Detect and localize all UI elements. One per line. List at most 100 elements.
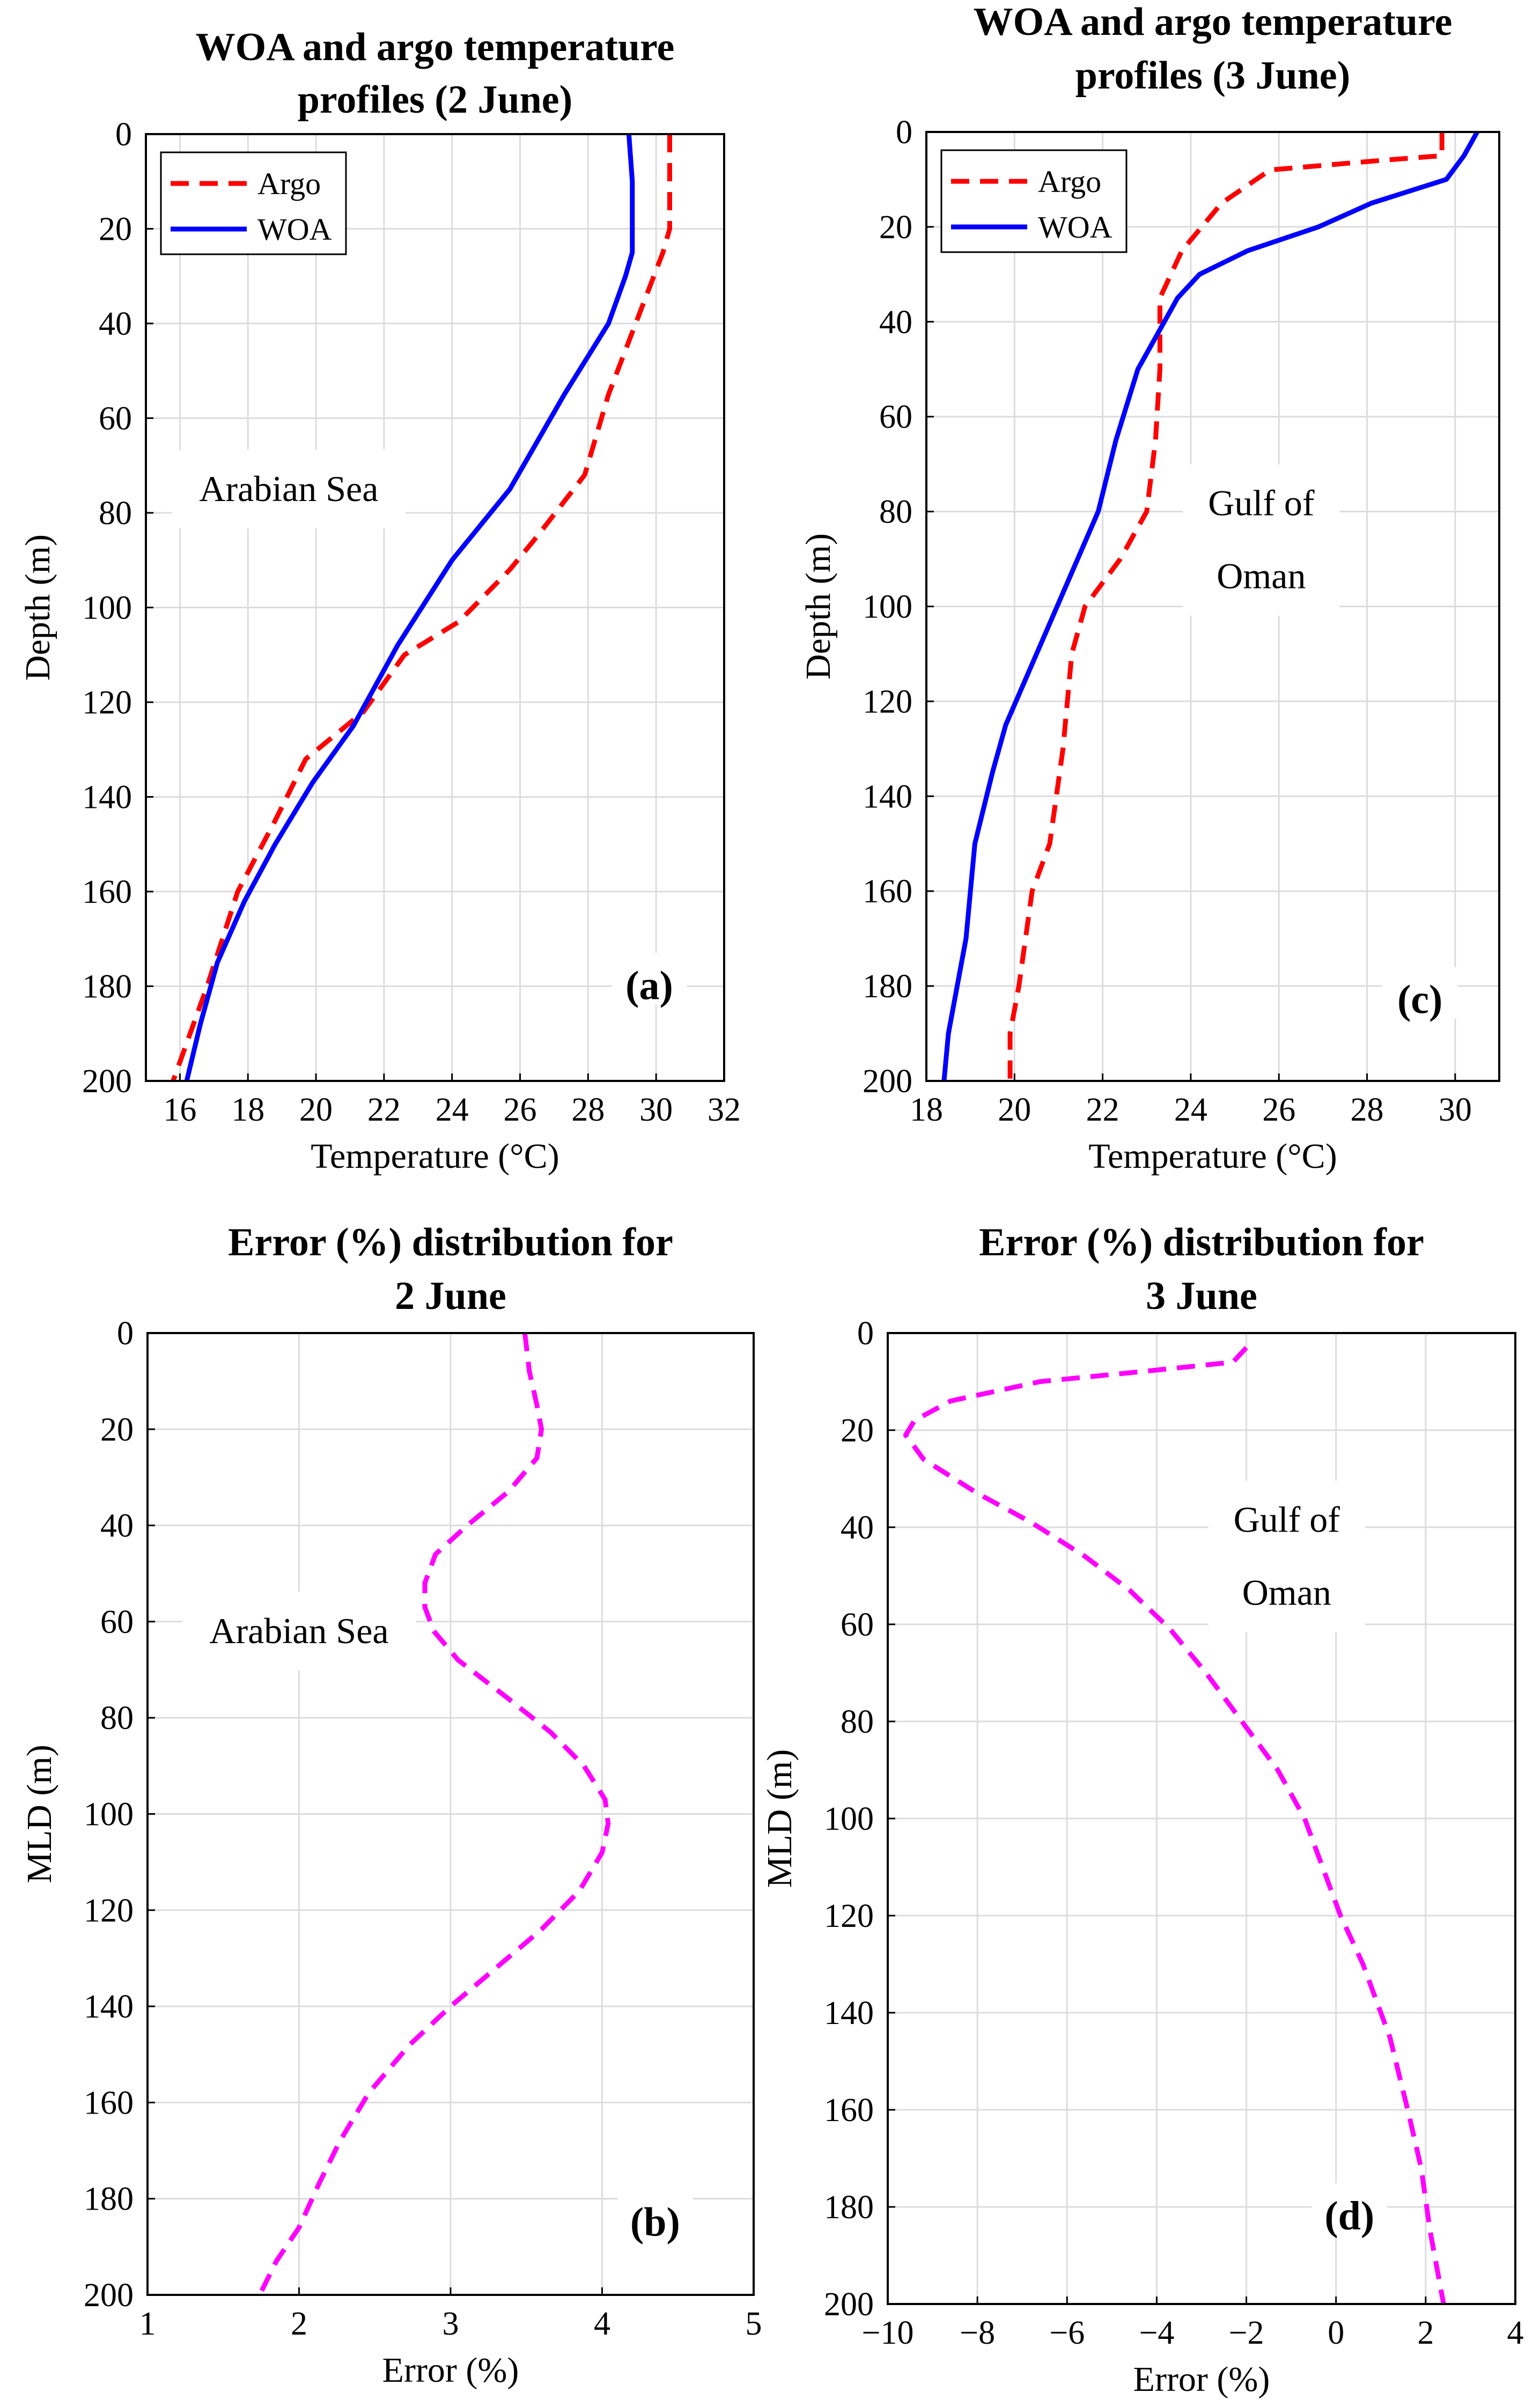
panel-label-backing: [617, 2189, 693, 2241]
series-line-error: [257, 1333, 611, 2296]
y-tick-label: 20: [841, 1412, 874, 1449]
chart-title-line: 2 June: [395, 1274, 506, 1318]
x-tick-label: 0: [1328, 2315, 1344, 2351]
y-tick-label: 80: [841, 1704, 874, 1740]
y-tick-label: 60: [879, 399, 912, 436]
y-tick-label: 140: [82, 779, 132, 816]
x-tick-label: 20: [299, 1092, 333, 1128]
y-tick-label: 120: [863, 683, 912, 720]
legend-label-argo: Argo: [1038, 164, 1101, 199]
panel-label-backing: [611, 953, 687, 1005]
y-axis-label: Depth (m): [799, 533, 838, 680]
region-label: Oman: [1242, 1572, 1331, 1613]
y-tick-label: 200: [824, 2286, 874, 2323]
x-tick-label: 22: [367, 1092, 401, 1128]
y-tick-label: 160: [824, 2092, 874, 2129]
annotation-backing: [182, 1592, 416, 1670]
x-tick-label: −2: [1229, 2315, 1264, 2351]
x-tick-label: 5: [746, 2306, 762, 2342]
series-line-woa: [941, 130, 1479, 1081]
x-tick-label: 22: [1086, 1092, 1119, 1128]
x-axis-label: Error (%): [382, 2351, 519, 2390]
x-tick-label: 30: [639, 1092, 673, 1128]
y-axis-label: MLD (m): [20, 1744, 59, 1883]
series-line-error: [903, 1346, 1446, 2305]
y-tick-label: 200: [863, 1063, 912, 1100]
x-tick-label: 20: [998, 1092, 1031, 1128]
x-tick-label: −10: [862, 2315, 914, 2351]
y-tick-label: 160: [82, 874, 132, 910]
panel-label-backing: [1311, 2183, 1387, 2235]
y-tick-label: 120: [84, 1893, 134, 1929]
y-tick-label: 180: [863, 968, 912, 1005]
panel-label: (b): [630, 2200, 680, 2245]
x-tick-label: 28: [571, 1092, 605, 1128]
legend-label-woa: WOA: [257, 212, 332, 247]
y-tick-label: 100: [824, 1801, 874, 1837]
x-tick-label: 4: [594, 2306, 610, 2342]
y-tick-label: 40: [841, 1510, 874, 1546]
x-tick-label: 18: [910, 1092, 943, 1128]
x-tick-label: 28: [1351, 1092, 1384, 1128]
y-tick-label: 80: [879, 494, 912, 531]
x-tick-label: 26: [504, 1092, 537, 1128]
region-label: Arabian Sea: [199, 468, 378, 509]
y-tick-label: 40: [100, 1508, 134, 1544]
x-tick-label: 24: [436, 1092, 469, 1128]
y-axis-label: Depth (m): [18, 534, 57, 681]
y-tick-label: 60: [100, 1604, 134, 1640]
x-tick-label: 18: [231, 1092, 264, 1128]
x-tick-label: 24: [1174, 1092, 1207, 1128]
y-tick-label: 200: [82, 1063, 132, 1100]
panel-label: (d): [1324, 2193, 1374, 2239]
annotation-backing: [1208, 1481, 1365, 1632]
y-tick-label: 180: [82, 969, 132, 1005]
y-tick-label: 120: [82, 684, 132, 721]
y-tick-label: 200: [84, 2277, 134, 2314]
region-label: Gulf of: [1234, 1499, 1340, 1540]
x-tick-label: −6: [1049, 2315, 1085, 2351]
x-axis-label: Error (%): [1133, 2360, 1270, 2399]
x-tick-label: 2: [1417, 2315, 1434, 2351]
y-tick-label: 20: [879, 209, 912, 246]
chart-title-line: profiles (3 June): [1075, 54, 1351, 98]
panel-label-backing: [1382, 967, 1458, 1019]
series-line-woa: [184, 134, 635, 1082]
x-tick-label: 3: [443, 2306, 459, 2342]
y-tick-label: 100: [84, 1797, 134, 1833]
chart-title-line: Error (%) distribution for: [228, 1220, 673, 1264]
y-tick-label: 180: [824, 2189, 874, 2226]
panel-b: Error (%) distribution for 2 June Arabian …: [20, 1220, 762, 2390]
y-tick-label: 80: [99, 495, 132, 532]
chart-title-line: WOA and argo temperature: [974, 0, 1453, 44]
legend-box: [160, 151, 347, 255]
y-tick-label: 140: [84, 1989, 134, 2025]
y-tick-label: 40: [879, 304, 912, 341]
x-tick-label: 2: [291, 2306, 307, 2342]
chart-title-line: profiles (2 June): [298, 78, 573, 122]
y-tick-label: 120: [824, 1898, 874, 1934]
x-tick-label: −8: [960, 2315, 995, 2351]
y-tick-label: 100: [82, 590, 132, 627]
region-label: Oman: [1217, 556, 1306, 597]
panel-c: WOA and argo temperature profiles (3 June…: [799, 0, 1500, 1176]
x-tick-label: 32: [708, 1092, 741, 1128]
x-tick-label: 16: [163, 1092, 196, 1128]
y-tick-label: 140: [824, 1995, 874, 2031]
annotation-backing: [1183, 464, 1340, 616]
y-tick-label: 0: [117, 1315, 134, 1352]
y-axis-label: MLD (m): [760, 1749, 799, 1888]
panel-a: WOA and argo temperature profiles (2 June…: [18, 25, 741, 1176]
y-tick-label: 0: [115, 116, 132, 153]
region-label: Arabian Sea: [209, 1610, 388, 1651]
series-line-argo: [1007, 132, 1445, 1081]
panel-label: (a): [625, 963, 673, 1009]
x-axis-label: Temperature (°C): [311, 1137, 559, 1176]
x-tick-label: 26: [1262, 1092, 1295, 1128]
x-tick-label: −4: [1139, 2315, 1174, 2351]
y-tick-label: 160: [84, 2085, 134, 2121]
y-tick-label: 40: [99, 306, 132, 342]
y-tick-label: 0: [896, 114, 912, 151]
chart-title-line: Error (%) distribution for: [979, 1220, 1424, 1264]
